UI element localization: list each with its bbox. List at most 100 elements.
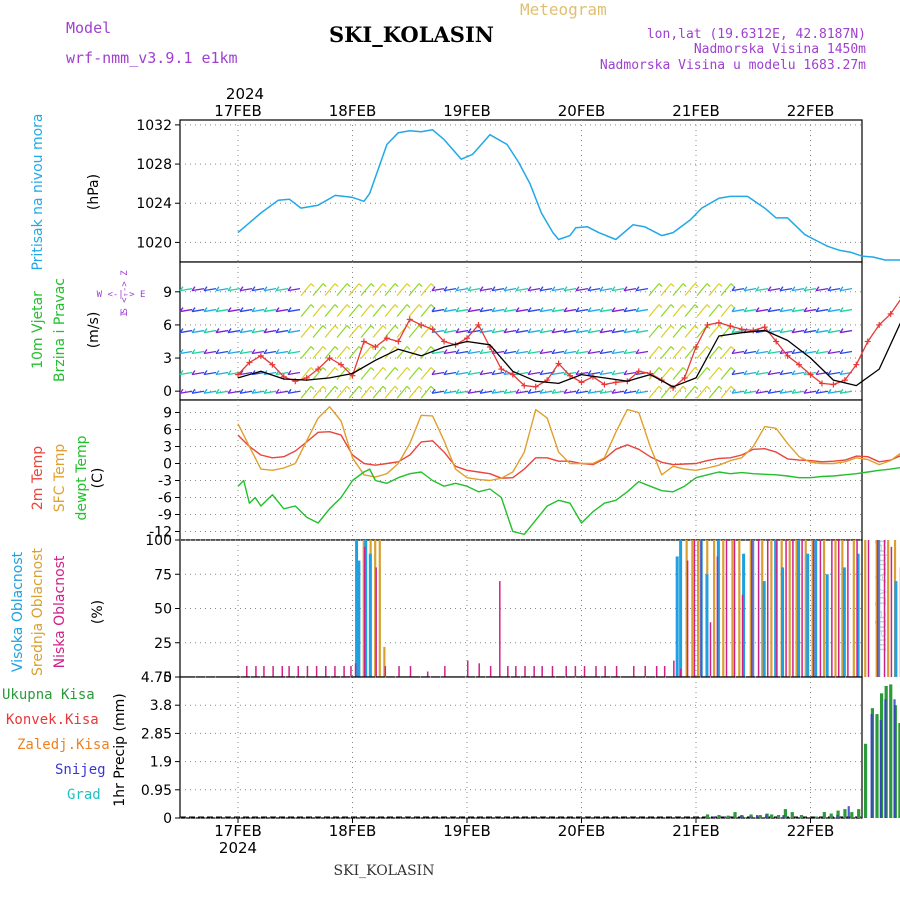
wind-barb-shaft bbox=[275, 371, 289, 376]
high-cloud-bar bbox=[842, 567, 846, 677]
wind-barb-shaft bbox=[336, 304, 348, 317]
wind-barb bbox=[420, 367, 435, 380]
wind-barb bbox=[348, 304, 363, 317]
ytick-label: 1024 bbox=[136, 196, 172, 212]
wind-barb bbox=[443, 370, 457, 376]
wind-barb-shaft bbox=[275, 308, 289, 313]
wind-barb bbox=[312, 283, 327, 296]
wind-barb-flag bbox=[563, 349, 568, 354]
wind-barb bbox=[815, 388, 829, 394]
wind-barb-shaft bbox=[527, 390, 541, 394]
wind-barb-shaft bbox=[635, 287, 649, 292]
wind-barb-shaft bbox=[839, 287, 853, 292]
wind-barb bbox=[203, 349, 217, 355]
wind-barb-flag bbox=[443, 349, 448, 354]
wind-barb-flag bbox=[718, 385, 723, 390]
wind-barb-shaft bbox=[515, 390, 529, 394]
wind-barb bbox=[672, 325, 687, 338]
wind-barb bbox=[648, 325, 663, 338]
wind-barb-flag bbox=[358, 304, 363, 309]
wind-barb bbox=[551, 349, 565, 355]
wind-gust-marker bbox=[750, 327, 757, 334]
wind-barb bbox=[551, 328, 565, 334]
wind-barb bbox=[648, 385, 663, 399]
wind-barb bbox=[467, 286, 481, 292]
wind-barb bbox=[479, 388, 493, 394]
mid-cloud-bar bbox=[374, 540, 377, 677]
high-cloud-bar bbox=[716, 540, 720, 677]
wind-barb bbox=[791, 388, 805, 394]
wind-barb-shaft bbox=[300, 385, 312, 399]
wind-barb-shaft bbox=[503, 329, 517, 334]
low-cloud-bar bbox=[831, 540, 833, 677]
wind-barb bbox=[827, 370, 841, 376]
wind-barb-shaft bbox=[467, 287, 481, 292]
wind-barb-flag bbox=[718, 346, 723, 350]
precip-snow-bar bbox=[884, 699, 887, 818]
sfc-temp-line bbox=[237, 406, 900, 482]
xtick-label-bottom: 22FEB bbox=[787, 822, 834, 840]
low-cloud-bar bbox=[444, 666, 446, 677]
wind-barb bbox=[708, 283, 723, 296]
wind-barb-shaft bbox=[203, 329, 217, 334]
wind-barb bbox=[191, 349, 205, 355]
low-cloud-bar bbox=[524, 666, 526, 677]
wind-barb bbox=[720, 367, 735, 380]
wind-barb-shaft bbox=[743, 390, 757, 394]
precip-snow-bar bbox=[836, 815, 839, 818]
wind-barb-shaft bbox=[527, 329, 541, 334]
wind-barb-flag bbox=[611, 388, 616, 394]
wind-barb-flag bbox=[527, 286, 532, 291]
wind-barb bbox=[408, 304, 423, 317]
wind-barb bbox=[300, 367, 315, 380]
wind-barb bbox=[191, 286, 205, 292]
wind-barb-flag bbox=[730, 304, 735, 309]
wind-barb-flag bbox=[310, 283, 315, 288]
wind-barb-shaft bbox=[336, 283, 348, 296]
wind-barb-shaft bbox=[563, 329, 577, 334]
wind-barb-shaft bbox=[312, 367, 324, 380]
wind-barb bbox=[372, 283, 387, 296]
wind-barb-flag bbox=[215, 370, 220, 375]
wind-barb-shaft bbox=[803, 329, 817, 334]
low-cloud-bar bbox=[867, 540, 870, 677]
wind-barb-shaft bbox=[275, 287, 289, 292]
wind-barb-shaft bbox=[648, 346, 660, 359]
wind-barb-shaft bbox=[563, 287, 577, 292]
wind-barb-flag bbox=[767, 307, 772, 312]
wind-barb bbox=[431, 388, 445, 394]
wind-barb bbox=[743, 388, 757, 394]
ytick-label: 3 bbox=[163, 439, 172, 455]
wind-gust-marker bbox=[704, 321, 711, 328]
wind-barb-flag bbox=[179, 286, 184, 291]
ytick-label: 0 bbox=[163, 670, 172, 686]
low-cloud-bar bbox=[515, 666, 517, 677]
low-cloud-bar bbox=[693, 540, 696, 677]
wind-barb-flag bbox=[287, 388, 292, 394]
wind-barb bbox=[815, 307, 829, 313]
wind-barb-shaft bbox=[348, 304, 360, 317]
wind-barb-shaft bbox=[696, 385, 708, 399]
wind-barb-shaft bbox=[251, 308, 265, 313]
wind-barb-flag bbox=[575, 307, 580, 312]
wind-barb-flag bbox=[515, 349, 520, 354]
high-cloud-bar bbox=[797, 540, 801, 677]
wind-barb-shaft bbox=[191, 350, 205, 355]
wind-barb-shaft bbox=[720, 367, 732, 380]
wind-barb-shaft bbox=[251, 371, 265, 376]
high-cloud-bar bbox=[742, 553, 746, 677]
wind-barb-flag bbox=[191, 370, 196, 375]
wind-barb-flag bbox=[731, 286, 736, 291]
wind-barb-shaft bbox=[491, 329, 505, 334]
ytick-label: 50 bbox=[154, 602, 172, 618]
high-cloud-bar bbox=[781, 567, 785, 677]
wind-barb-shaft bbox=[779, 390, 793, 394]
wind-barb-shaft bbox=[551, 329, 565, 334]
wind-barb-shaft bbox=[720, 385, 732, 399]
ytick-label: 100 bbox=[145, 533, 172, 549]
wind-barb bbox=[443, 286, 457, 292]
wind-barb-flag bbox=[215, 286, 220, 291]
wind-barb bbox=[312, 385, 327, 399]
mid-cloud-bar bbox=[822, 540, 826, 677]
wind-barb bbox=[287, 286, 301, 292]
